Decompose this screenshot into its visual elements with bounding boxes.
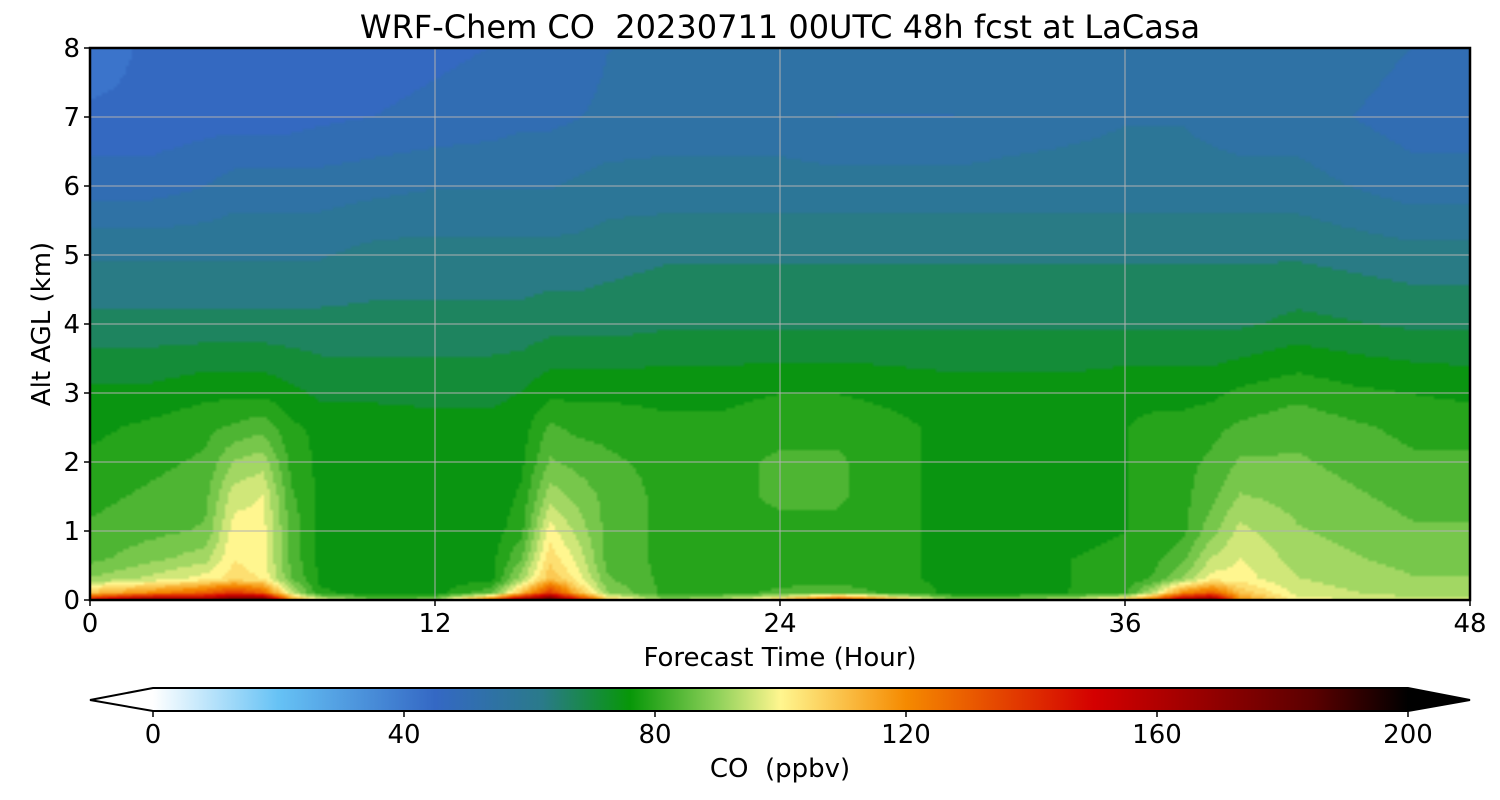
grid-lines xyxy=(90,48,1470,600)
colorbar-tick-label: 40 xyxy=(387,720,420,750)
x-tick-label: 12 xyxy=(418,609,451,639)
colorbar-low-extension xyxy=(90,688,153,711)
colorbar-tick-label: 0 xyxy=(145,720,162,750)
x-tick-label: 48 xyxy=(1453,609,1486,639)
y-tick-label: 5 xyxy=(63,241,80,271)
y-tick-label: 4 xyxy=(63,310,80,340)
y-tick-label: 0 xyxy=(63,586,80,616)
y-tick-label: 8 xyxy=(63,34,80,64)
colorbar-tick-label: 200 xyxy=(1383,720,1433,750)
colorbar-tick-label: 80 xyxy=(638,720,671,750)
y-tick-label: 7 xyxy=(63,103,80,133)
y-tick-label: 1 xyxy=(63,517,80,547)
colorbar-body xyxy=(153,688,1408,711)
y-axis-ticks: 0 1 2 3 4 5 6 7 8 xyxy=(63,34,90,616)
colorbar-label: CO (ppbv) xyxy=(710,754,850,784)
y-axis-label: Alt AGL (km) xyxy=(27,242,57,406)
x-axis-label: Forecast Time (Hour) xyxy=(643,643,916,673)
x-axis-ticks: 0 12 24 36 48 xyxy=(82,600,1487,639)
colorbar: 0 40 80 120 160 200 CO (ppbv) xyxy=(89,687,1471,784)
x-tick-label: 36 xyxy=(1108,609,1141,639)
y-tick-label: 3 xyxy=(63,379,80,409)
chart-title: WRF-Chem CO 20230711 00UTC 48h fcst at L… xyxy=(360,8,1200,46)
colorbar-ticks: 0 40 80 120 160 200 xyxy=(145,711,1433,750)
colorbar-high-extension xyxy=(1408,688,1470,711)
colorbar-tick-label: 120 xyxy=(881,720,931,750)
colorbar-tick-label: 160 xyxy=(1132,720,1182,750)
x-tick-label: 24 xyxy=(763,609,796,639)
y-tick-label: 2 xyxy=(63,448,80,478)
x-tick-label: 0 xyxy=(82,609,99,639)
plot-area xyxy=(88,46,1472,602)
y-tick-label: 6 xyxy=(63,172,80,202)
